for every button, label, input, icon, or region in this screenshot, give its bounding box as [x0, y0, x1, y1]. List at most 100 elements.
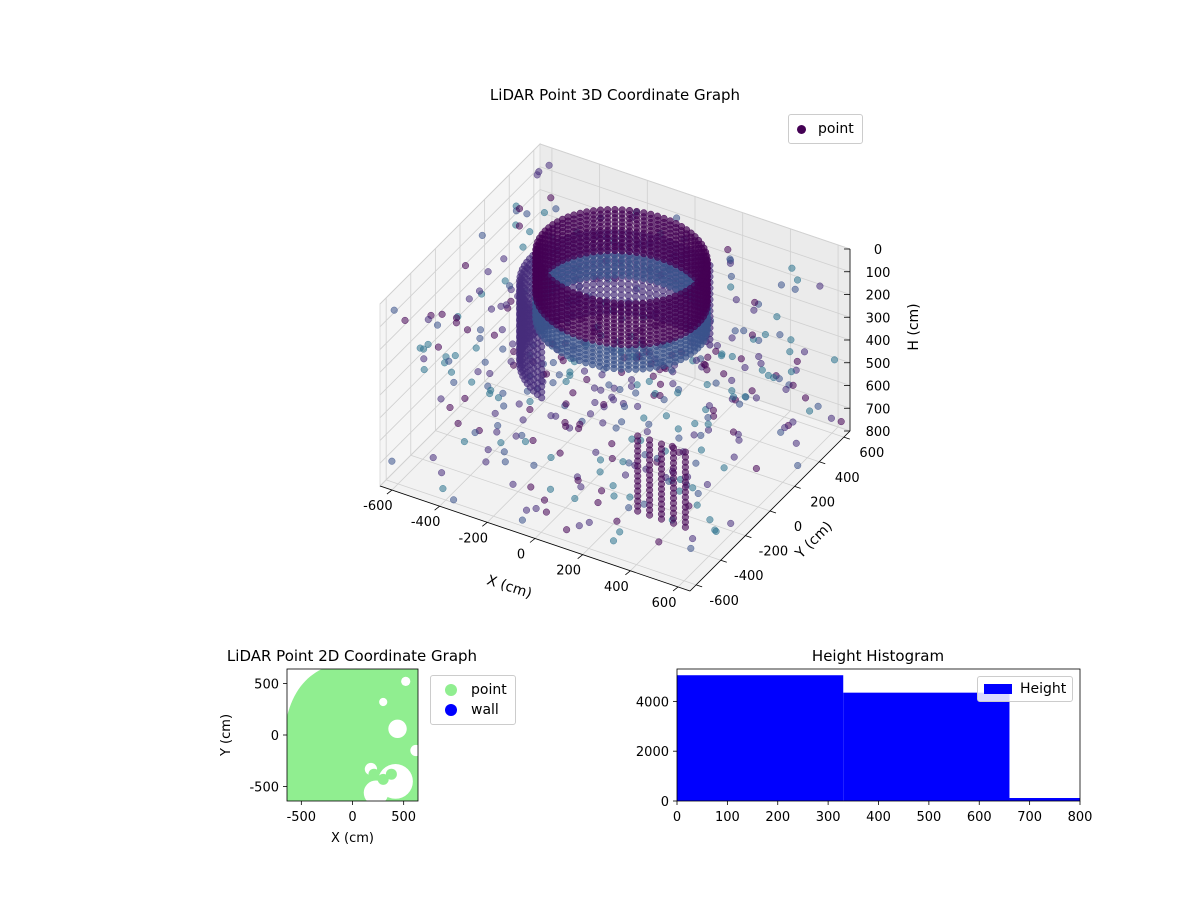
data-point: [507, 358, 515, 366]
plot-2d-area: [287, 669, 418, 801]
y-tick-label: 400: [835, 471, 860, 486]
data-point: [571, 494, 579, 503]
data-point: [562, 422, 570, 430]
data-point: [704, 420, 712, 428]
data-point: [604, 206, 612, 214]
data-point: [522, 506, 531, 514]
data-point: [576, 420, 584, 428]
data-point: [646, 511, 654, 519]
data-point: [682, 226, 691, 234]
legend-entry-point: point: [797, 119, 854, 139]
data-point: [681, 523, 689, 531]
data-point: [728, 334, 736, 342]
data-point: [643, 428, 651, 436]
data-point: [598, 371, 606, 379]
data-point: [608, 440, 616, 448]
legend-2d: point wall: [430, 675, 516, 725]
data-point: [709, 406, 717, 414]
data-point: [728, 352, 736, 361]
data-point: [570, 211, 578, 219]
x-tick: [434, 505, 440, 511]
data-point: [566, 371, 574, 379]
chart-title-histogram: Height Histogram: [811, 647, 945, 665]
data-point: [521, 438, 530, 446]
data-point: [646, 299, 654, 307]
y-tick-label: 4000: [636, 695, 669, 710]
data-point: [582, 293, 590, 301]
coverage-hole: [363, 780, 389, 801]
data-point: [596, 206, 605, 214]
data-point: [689, 484, 697, 492]
x-tick-label: -400: [411, 515, 441, 530]
data-point: [552, 205, 560, 213]
data-point: [546, 485, 555, 493]
data-point: [705, 402, 713, 410]
data-point: [700, 360, 708, 368]
data-point: [592, 448, 600, 456]
data-point: [632, 389, 640, 397]
data-point: [591, 398, 599, 407]
data-point: [633, 207, 641, 216]
data-point: [529, 436, 537, 445]
x-tick-label: 500: [391, 810, 416, 825]
data-point: [484, 268, 492, 276]
data-point: [515, 222, 523, 230]
data-point: [555, 371, 563, 379]
data-point: [712, 347, 720, 355]
data-point: [634, 507, 642, 515]
data-point: [689, 535, 697, 543]
data-point: [599, 419, 607, 427]
data-point: [487, 305, 496, 313]
data-point: [547, 194, 555, 202]
data-point: [535, 168, 543, 176]
h-tick-label: 400: [866, 334, 891, 349]
h-tick-label: 100: [866, 266, 891, 281]
data-point: [494, 422, 502, 430]
data-point: [782, 385, 790, 393]
x-tick-label: 0: [517, 548, 525, 563]
data-point: [424, 340, 432, 348]
data-point: [669, 380, 677, 388]
gridline-h: [539, 166, 851, 273]
data-point: [569, 289, 577, 297]
data-point: [737, 355, 745, 363]
data-point: [697, 431, 705, 439]
data-point: [618, 418, 626, 426]
legend-label: point: [818, 121, 854, 137]
data-point: [494, 394, 503, 402]
data-point: [420, 355, 428, 363]
data-point: [482, 458, 490, 466]
y-tick: [769, 510, 777, 514]
data-point: [794, 461, 802, 470]
data-point: [755, 352, 763, 361]
data-point: [518, 516, 526, 524]
data-point: [500, 448, 508, 456]
gridline-y: [386, 479, 697, 586]
data-point: [800, 348, 809, 356]
data-point: [816, 282, 824, 290]
coverage-hole: [410, 744, 418, 757]
data-point: [600, 400, 608, 409]
data-point: [389, 741, 401, 753]
data-point: [621, 471, 630, 479]
data-point: [619, 458, 627, 466]
data-point: [677, 223, 686, 231]
data-point: [647, 210, 655, 218]
data-point: [657, 515, 666, 523]
x-axis-label: X (cm): [485, 572, 534, 602]
data-point: [501, 277, 509, 285]
data-point: [672, 220, 680, 228]
data-point: [545, 161, 553, 169]
data-point: [493, 428, 501, 436]
data-point: [538, 394, 546, 402]
data-point: [751, 298, 759, 306]
data-point: [764, 371, 772, 379]
data-point: [590, 384, 599, 392]
legend-entry-point: point: [439, 680, 507, 700]
data-point: [639, 299, 647, 307]
data-point: [748, 331, 756, 339]
data-point: [452, 319, 460, 327]
data-point: [575, 522, 583, 530]
data-point: [662, 412, 670, 420]
coverage-hole: [401, 676, 411, 686]
